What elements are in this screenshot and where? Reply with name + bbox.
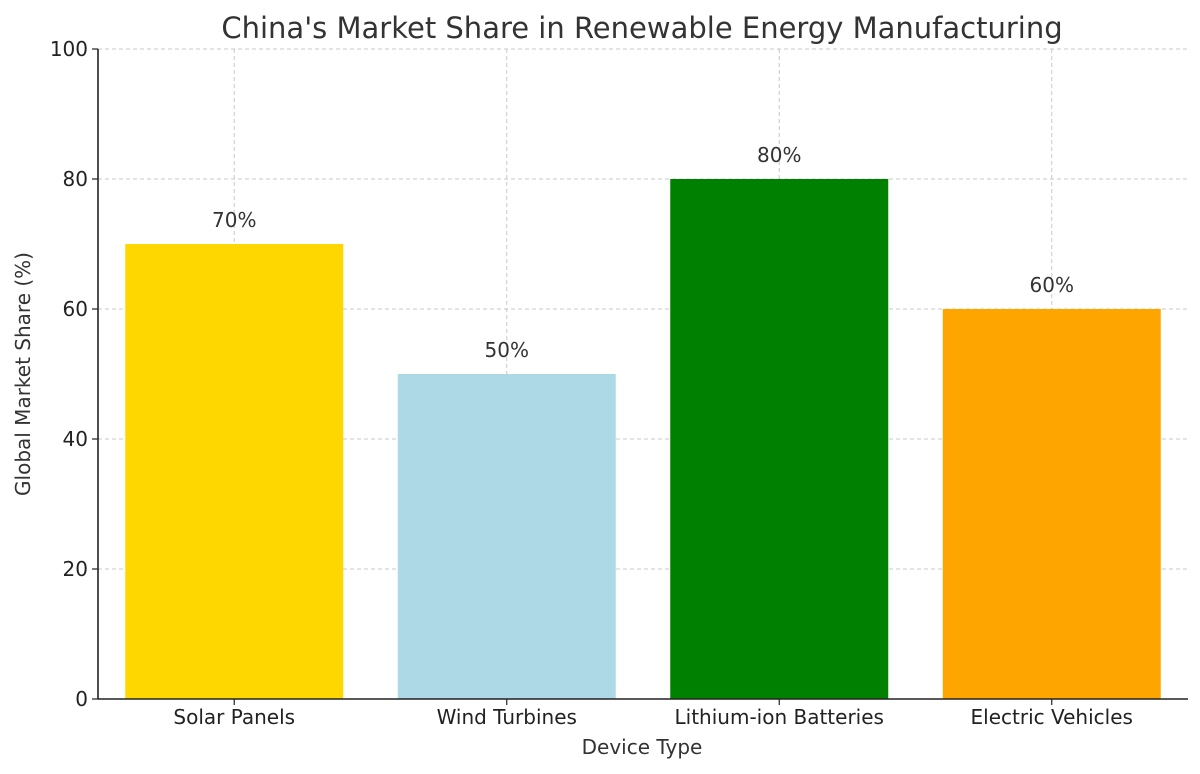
bar-value-label: 70% [212, 208, 256, 232]
y-tick-label: 80 [63, 167, 88, 191]
bar-value-labels: 70% 50% 80% 60% [212, 143, 1074, 362]
x-tick-label: Wind Turbines [437, 705, 577, 729]
y-tick-label: 60 [63, 297, 88, 321]
x-tick-label: Solar Panels [173, 705, 295, 729]
y-axis-label: Global Market Share (%) [11, 252, 35, 496]
y-tick-label: 0 [75, 687, 88, 711]
x-tick-label: Electric Vehicles [971, 705, 1133, 729]
y-axis-ticks: 0 20 40 60 80 100 [50, 37, 98, 711]
y-tick-label: 40 [63, 427, 88, 451]
bar-value-label: 60% [1030, 273, 1074, 297]
y-tick-label: 100 [50, 37, 88, 61]
bars [125, 179, 1161, 699]
x-axis-label: Device Type [582, 735, 703, 759]
y-tick-label: 20 [63, 557, 88, 581]
bar-value-label: 80% [757, 143, 801, 167]
bar [670, 179, 889, 699]
bar [942, 309, 1161, 699]
axes [97, 49, 1188, 700]
x-tick-label: Lithium-ion Batteries [675, 705, 884, 729]
x-axis-ticks: Solar Panels Wind Turbines Lithium-ion Bat… [173, 699, 1133, 729]
bar [397, 374, 616, 699]
bar [125, 244, 344, 699]
chart-title: China's Market Share in Renewable Energy… [221, 11, 1062, 45]
bar-value-label: 50% [485, 338, 529, 362]
